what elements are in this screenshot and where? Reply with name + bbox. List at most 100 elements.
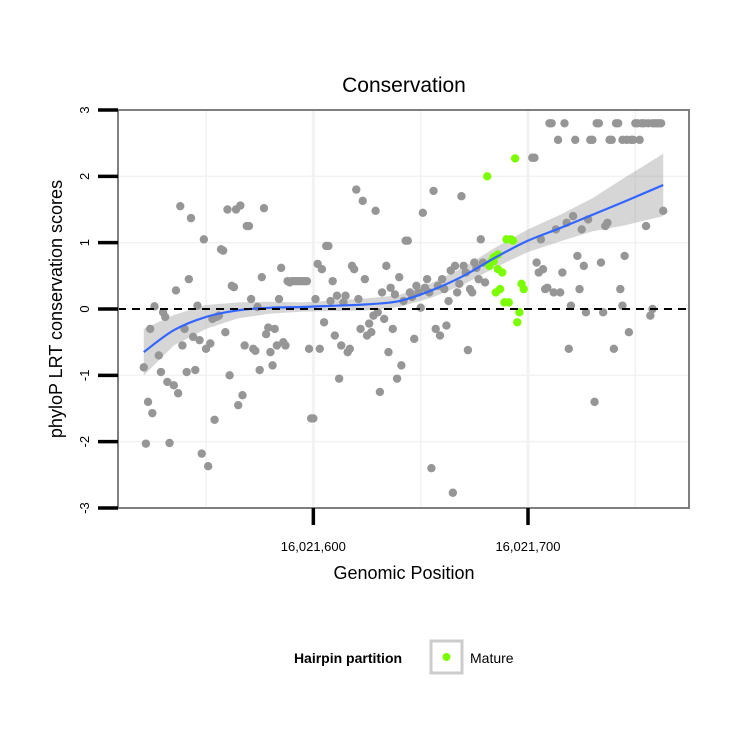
data-point <box>173 389 183 398</box>
data-point <box>553 135 563 145</box>
data-point <box>309 414 318 423</box>
data-point <box>315 344 324 353</box>
data-point <box>459 261 468 271</box>
data-point <box>360 274 370 284</box>
y-axis-label: phyloP LRT conservation scores <box>46 180 66 438</box>
data-point <box>261 330 271 339</box>
data-point-mature <box>504 298 513 307</box>
data-point <box>588 135 597 145</box>
data-point <box>566 301 576 310</box>
data-point-mature <box>495 284 505 294</box>
data-point <box>182 367 191 377</box>
data-point-mature <box>493 265 503 274</box>
data-point <box>568 211 578 221</box>
data-point <box>450 261 460 271</box>
data-point <box>467 288 477 297</box>
data-point <box>141 439 151 448</box>
data-point <box>270 324 279 334</box>
data-point-mature <box>513 318 522 327</box>
data-point <box>547 119 556 128</box>
legend-title: Hairpin partition <box>294 650 402 666</box>
data-point <box>390 290 400 299</box>
data-point <box>223 205 232 214</box>
data-point <box>457 192 466 201</box>
data-point <box>452 288 462 297</box>
data-point <box>229 282 239 292</box>
data-point <box>165 438 174 448</box>
y-tick-label: 3 <box>77 106 92 113</box>
data-point <box>609 344 619 353</box>
data-point <box>354 294 363 304</box>
data-point <box>246 294 256 304</box>
data-point <box>455 279 464 288</box>
data-point <box>646 311 655 320</box>
data-point <box>560 119 569 128</box>
data-point <box>317 265 327 274</box>
data-point <box>268 361 277 370</box>
data-point <box>272 341 282 350</box>
data-point <box>139 363 148 372</box>
data-point <box>274 294 284 304</box>
x-tick-label: 16,021,700 <box>495 539 560 554</box>
data-point <box>641 221 651 231</box>
data-point <box>371 206 380 216</box>
data-point <box>326 296 335 306</box>
data-point <box>412 281 421 290</box>
data-point <box>311 294 320 304</box>
points-layer <box>139 119 668 497</box>
data-point <box>603 218 612 227</box>
data-point <box>442 321 451 330</box>
data-point <box>620 251 629 261</box>
data-point <box>225 371 234 380</box>
data-point <box>403 236 412 245</box>
data-point <box>410 334 419 344</box>
y-axis: -3 -2 -1 0 1 2 3 <box>77 106 118 514</box>
y-tick-label: -2 <box>77 436 92 448</box>
data-point <box>319 318 329 327</box>
data-point <box>156 367 166 377</box>
data-point <box>575 284 584 294</box>
data-point <box>251 346 260 355</box>
data-point <box>395 272 404 282</box>
data-point <box>444 296 453 306</box>
data-point <box>281 341 290 350</box>
data-point <box>341 291 350 300</box>
data-point <box>581 308 591 317</box>
data-point <box>422 274 432 284</box>
data-point <box>431 324 440 334</box>
data-point <box>334 374 344 383</box>
data-point <box>199 235 209 244</box>
data-point <box>379 314 389 324</box>
data-point <box>476 235 485 244</box>
legend: Hairpin partition Mature <box>294 639 514 675</box>
data-point <box>324 241 333 251</box>
data-point-mature <box>519 284 528 294</box>
smooth-line-layer <box>143 183 664 354</box>
data-point <box>579 261 589 271</box>
data-point <box>193 301 202 310</box>
data-point <box>538 265 548 274</box>
data-point <box>577 225 586 234</box>
data-point <box>161 312 170 322</box>
data-point <box>206 339 215 348</box>
data-point <box>448 488 458 497</box>
data-point <box>337 341 346 350</box>
data-point <box>594 119 604 128</box>
data-point <box>367 328 376 337</box>
data-point <box>266 347 275 357</box>
data-point <box>384 347 393 357</box>
data-point-mature <box>508 236 518 245</box>
data-point <box>356 324 365 334</box>
data-point <box>388 324 397 334</box>
data-point <box>558 268 567 277</box>
data-point <box>276 263 286 273</box>
y-tick-label: -1 <box>77 370 92 382</box>
data-point <box>573 251 582 261</box>
data-point <box>416 303 425 312</box>
data-point <box>203 462 213 471</box>
data-point <box>429 186 438 196</box>
data-point <box>549 288 558 297</box>
data-point <box>255 365 264 375</box>
smooth-trend-line <box>143 183 664 354</box>
